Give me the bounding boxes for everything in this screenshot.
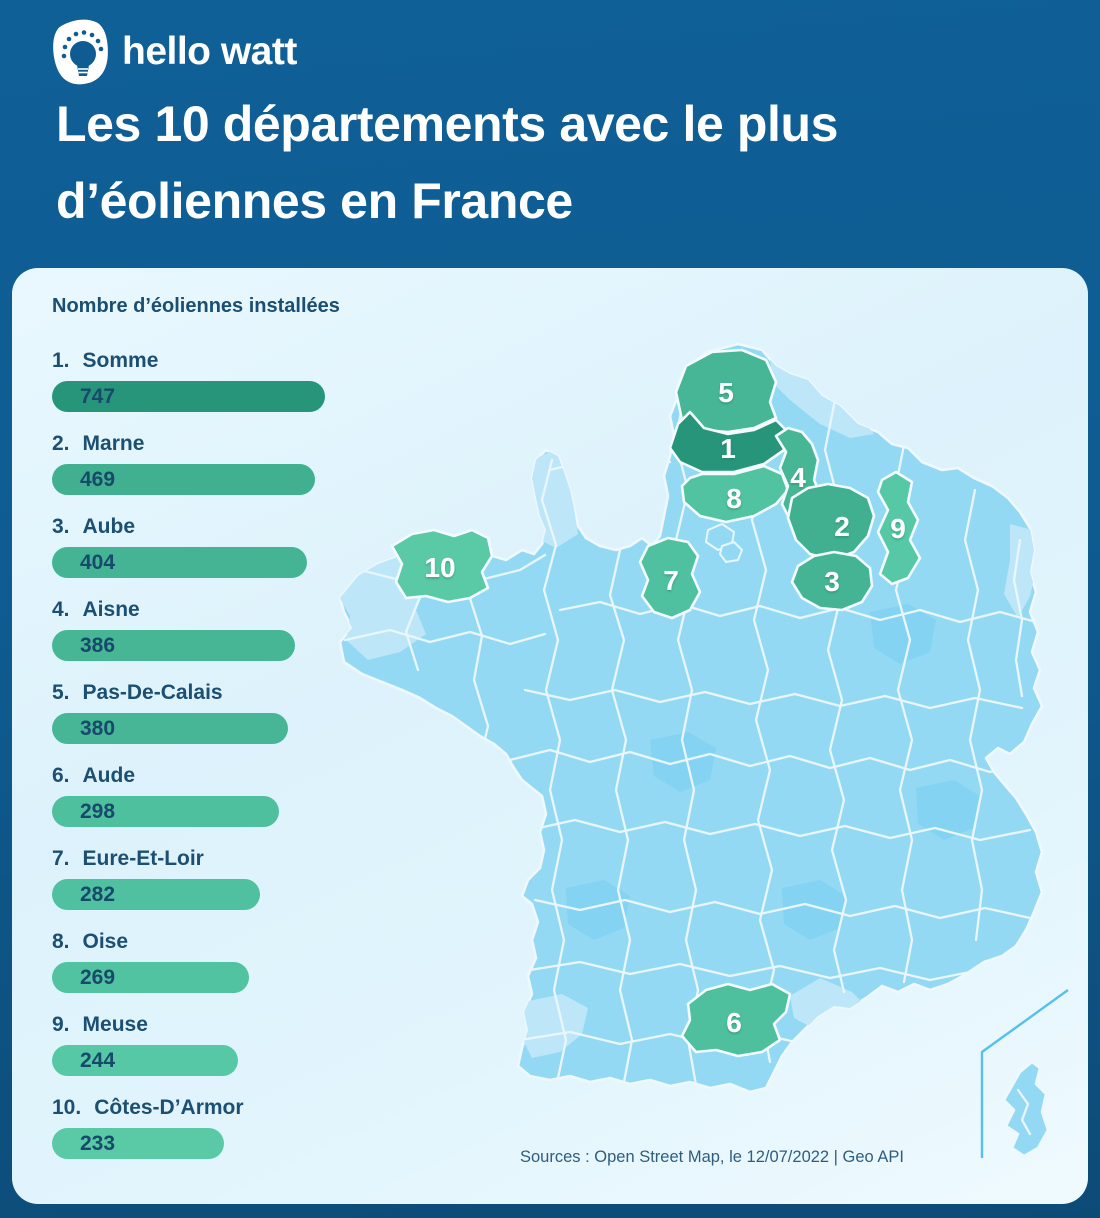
hellowatt-logo-icon	[53, 19, 108, 85]
page-title: Les 10 départements avec le plus d’éolie…	[56, 96, 839, 229]
info-card: Nombre d’éoliennes installées 1. Somme 7…	[12, 268, 1088, 1204]
value-bar: 298	[52, 796, 279, 827]
item-rank: 6.	[52, 764, 70, 787]
value-bar: 269	[52, 962, 249, 993]
map-dept-number: 3	[824, 566, 840, 597]
map-dept-pas-de-calais	[674, 348, 778, 434]
bar-value: 469	[80, 467, 116, 491]
brand: hello watt	[50, 16, 297, 88]
corsica-inset-line	[980, 989, 1069, 1158]
list-item: 10. Côtes-D’Armor 233	[52, 1095, 352, 1159]
map-dept-somme	[668, 410, 790, 474]
map-dept-number: 9	[890, 513, 906, 544]
item-label: 7. Eure-Et-Loir	[52, 846, 352, 872]
bar-value: 233	[80, 1131, 116, 1155]
item-label: 3. Aube	[52, 514, 352, 540]
bar-value: 380	[80, 716, 116, 740]
map-dept-oise	[680, 464, 790, 524]
highlighted-departments	[390, 348, 922, 1058]
value-bar: 386	[52, 630, 295, 661]
item-name: Pas-De-Calais	[82, 681, 223, 704]
list-item: 5. Pas-De-Calais 380	[52, 680, 352, 744]
item-label: 6. Aude	[52, 763, 352, 789]
item-rank: 10.	[52, 1096, 82, 1119]
ranking-list: 1. Somme 747 2. Marne 469 3. Aube 40	[52, 348, 352, 1178]
map-dept-aude	[680, 982, 792, 1058]
list-item: 9. Meuse 244	[52, 1012, 352, 1076]
header: hello watt Les 10 départements avec le p…	[0, 0, 1100, 268]
item-name: Eure-Et-Loir	[82, 847, 204, 870]
item-name: Aube	[82, 515, 136, 538]
item-label: 4. Aisne	[52, 597, 352, 623]
item-rank: 4.	[52, 598, 70, 621]
value-bar: 244	[52, 1045, 238, 1076]
item-label: 5. Pas-De-Calais	[52, 680, 352, 706]
map-dept-number: 5	[718, 377, 734, 408]
bar-value: 747	[80, 384, 116, 408]
item-name: Aisne	[82, 598, 140, 621]
sources-text: Sources : Open Street Map, le 12/07/2022…	[519, 1148, 905, 1166]
map-dept-eure-et-loir	[638, 536, 702, 620]
list-item: 4. Aisne 386	[52, 597, 352, 661]
item-rank: 2.	[52, 432, 70, 455]
item-name: Aude	[82, 764, 136, 787]
bar-value: 386	[80, 633, 116, 657]
item-rank: 3.	[52, 515, 70, 538]
item-name: Somme	[82, 349, 159, 372]
bar-value: 282	[80, 882, 116, 906]
item-rank: 9.	[52, 1013, 70, 1036]
list-item: 1. Somme 747	[52, 348, 352, 412]
value-bar: 404	[52, 547, 307, 578]
item-label: 8. Oise	[52, 929, 352, 955]
map-dept-number: 4	[790, 462, 806, 493]
map-dept-number: 1	[720, 433, 736, 464]
list-item: 3. Aube 404	[52, 514, 352, 578]
item-rank: 1.	[52, 349, 70, 372]
map-dept-number: 7	[663, 565, 679, 596]
item-label: 10. Côtes-D’Armor	[52, 1095, 352, 1121]
ile-de-france-cells	[705, 523, 743, 563]
value-bar: 233	[52, 1128, 224, 1159]
department-numbers: 5 1 8 4 2 9 3 7 10 6	[424, 377, 905, 1038]
item-rank: 7.	[52, 847, 70, 870]
value-bar: 469	[52, 464, 315, 495]
value-bar: 282	[52, 879, 260, 910]
map-dept-cotes-d-armor	[390, 528, 494, 604]
item-name: Meuse	[82, 1013, 148, 1036]
list-item: 7. Eure-Et-Loir 282	[52, 846, 352, 910]
map-dept-meuse	[876, 470, 922, 586]
list-item: 6. Aude 298	[52, 763, 352, 827]
bar-value: 269	[80, 965, 116, 989]
item-name: Côtes-D’Armor	[94, 1096, 244, 1119]
map-dept-marne	[786, 482, 876, 562]
map-dept-number: 2	[834, 511, 850, 542]
bar-value: 244	[80, 1048, 116, 1072]
value-bar: 747	[52, 381, 325, 412]
map-dept-number: 10	[424, 552, 455, 583]
value-bar: 380	[52, 713, 288, 744]
france-map: 5 1 8 4 2 9 3 7 10 6	[338, 342, 1069, 1158]
bar-value: 298	[80, 799, 116, 823]
map-dept-aube	[790, 550, 874, 612]
item-rank: 5.	[52, 681, 70, 704]
item-label: 9. Meuse	[52, 1012, 352, 1038]
item-label: 2. Marne	[52, 431, 352, 457]
list-item: 2. Marne 469	[52, 431, 352, 495]
item-label: 1. Somme	[52, 348, 352, 374]
item-rank: 8.	[52, 930, 70, 953]
list-item: 8. Oise 269	[52, 929, 352, 993]
brand-text: hello watt	[122, 30, 297, 73]
map-dept-number: 8	[726, 483, 742, 514]
item-name: Marne	[82, 432, 145, 455]
list-heading: Nombre d’éoliennes installées	[52, 295, 340, 317]
bar-value: 404	[80, 550, 116, 574]
map-dept-number: 6	[726, 1007, 742, 1038]
item-name: Oise	[82, 930, 129, 953]
